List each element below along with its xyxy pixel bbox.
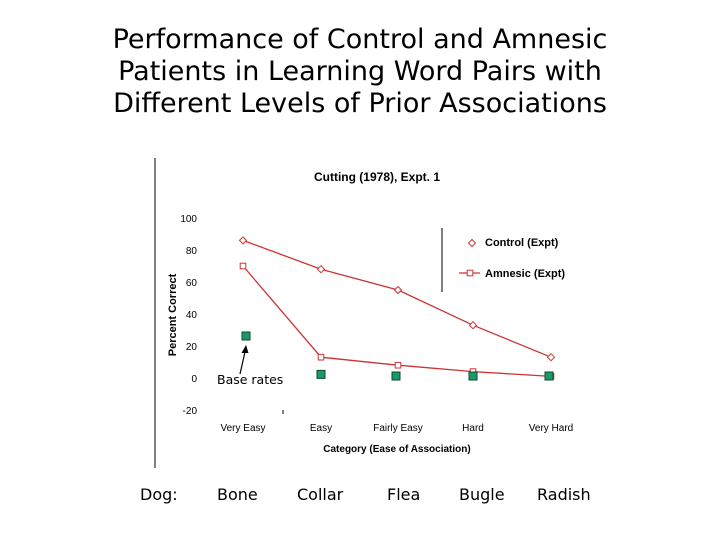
control-point [316,264,326,274]
series-markers [238,236,556,381]
slide-title: Performance of Control and Amnesic Patie… [80,24,640,120]
target-word: Radish [537,485,591,504]
base-rates-label: Base rates [217,372,283,387]
base-rates-arrowhead [241,345,249,353]
x-tick-label: Fairly Easy [373,423,422,434]
control-point [238,236,248,245]
target-word: Collar [297,485,344,504]
control-point [393,285,403,295]
y-tick-label: 0 [191,374,197,385]
title-line-3: Different Levels of Prior Associations [113,88,607,119]
amnesic-line [242,265,552,378]
legend-control-label: Control (Expt) [485,237,559,249]
target-word: Flea [387,485,421,504]
y-tick-labels: 100 80 60 40 20 0 -20 [180,214,197,417]
amnesic-point [317,353,325,361]
amnesic-point [239,262,247,270]
y-tick-label: 80 [186,246,198,257]
x-tick-label: Easy [310,423,332,434]
x-tick-labels: Very Easy Easy Fairly Easy Hard Very Hard [220,423,573,434]
legend-amnesic-marker [466,269,474,277]
x-tick-label: Very Easy [220,423,265,434]
base-rate-point [544,371,554,381]
control-point [546,352,556,362]
base-rate-point [468,371,478,381]
x-axis-label: Category (Ease of Association) [323,444,470,455]
y-tick-label: 20 [186,342,198,353]
control-point [468,320,478,330]
title-line-2: Patients in Learning Word Pairs with [118,56,602,87]
y-axis-label: Percent Correct [167,273,179,356]
target-word: Bone [217,485,258,504]
y-tick-label: 100 [180,214,197,225]
y-tick-label: 60 [186,278,198,289]
y-tick-label: -20 [183,406,198,417]
x-tick-label: Very Hard [529,423,573,434]
legend: Control (Expt) Amnesic (Expt) [459,237,565,280]
base-rates-arrow [239,351,246,375]
y-tick-label: 40 [186,310,198,321]
target-word: Bugle [459,485,505,504]
base-rate-point [316,369,326,379]
title-line-1: Performance of Control and Amnesic [112,24,608,55]
control-line [242,239,552,358]
legend-amnesic-label: Amnesic (Expt) [485,268,565,280]
chart-title: Cutting (1978), Expt. 1 [314,170,440,184]
cue-word: Dog: [140,485,178,504]
base-rate-point [241,331,251,341]
amnesic-point [394,361,402,369]
base-rate-point [391,371,401,381]
legend-control-marker [467,238,477,248]
x-tick-label: Hard [462,423,484,434]
series-lines [242,239,552,378]
